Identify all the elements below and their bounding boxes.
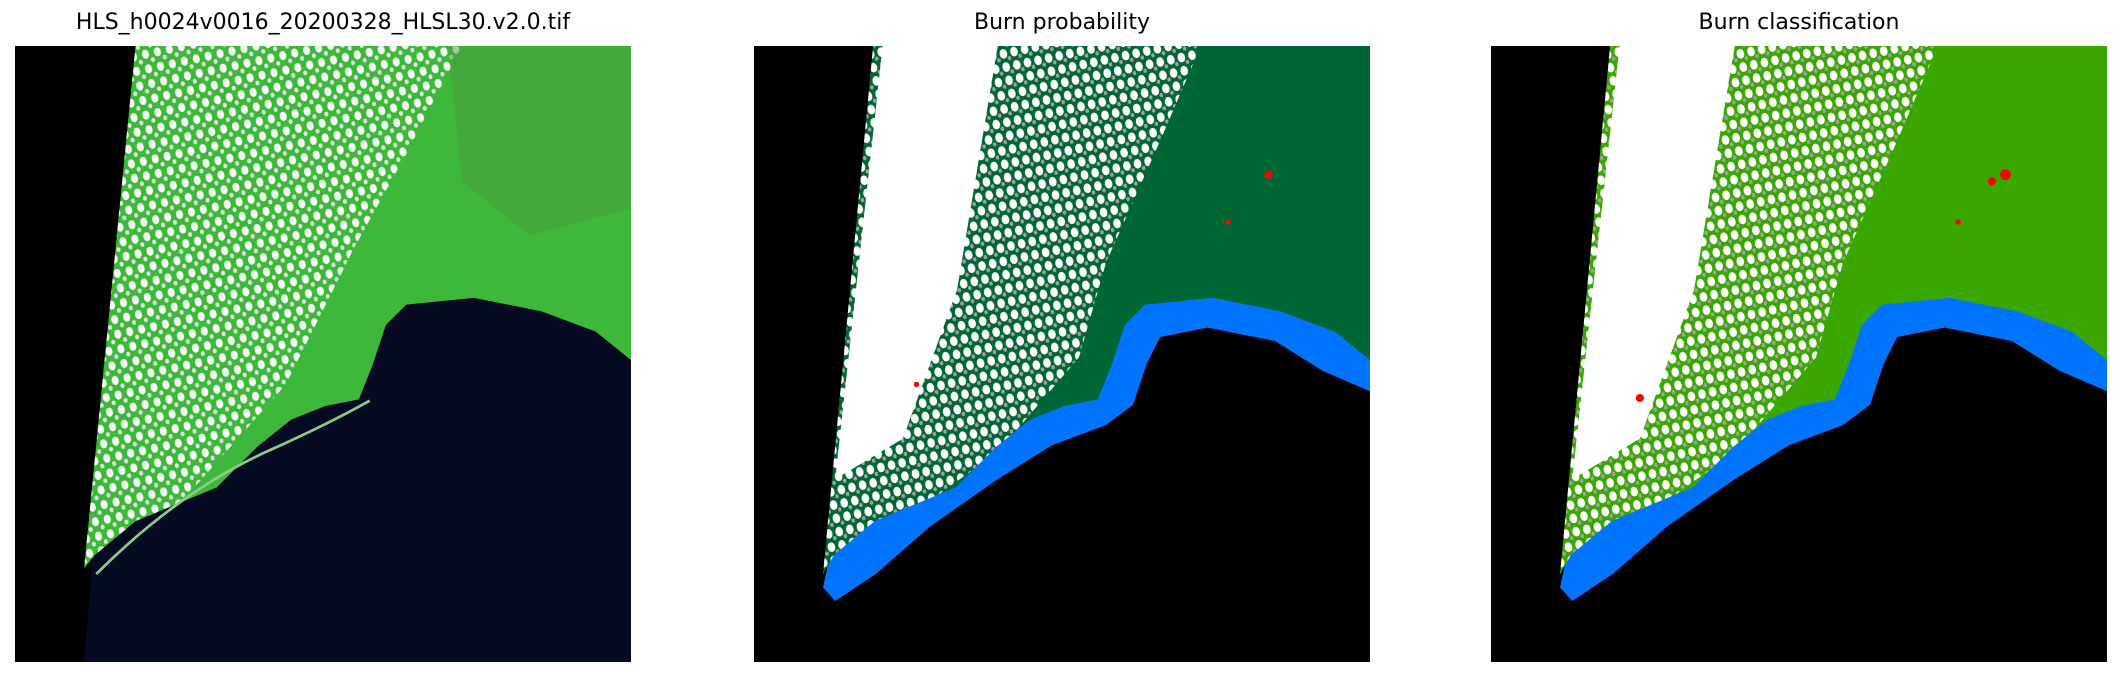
burn-probability-map: [754, 46, 1370, 662]
rgb-image: [15, 46, 631, 662]
rgb-image-panel: [15, 46, 631, 662]
burn-classification-map: [1491, 46, 2107, 662]
burn-probability-panel: [754, 46, 1370, 662]
title-rgb: HLS_h0024v0016_20200328_HLSL30.v2.0.tif: [75, 10, 571, 35]
burn-classification-panel: [1491, 46, 2107, 662]
title-burn-classification: Burn classification: [1698, 10, 1900, 35]
title-burn-probability: Burn probability: [973, 10, 1150, 35]
